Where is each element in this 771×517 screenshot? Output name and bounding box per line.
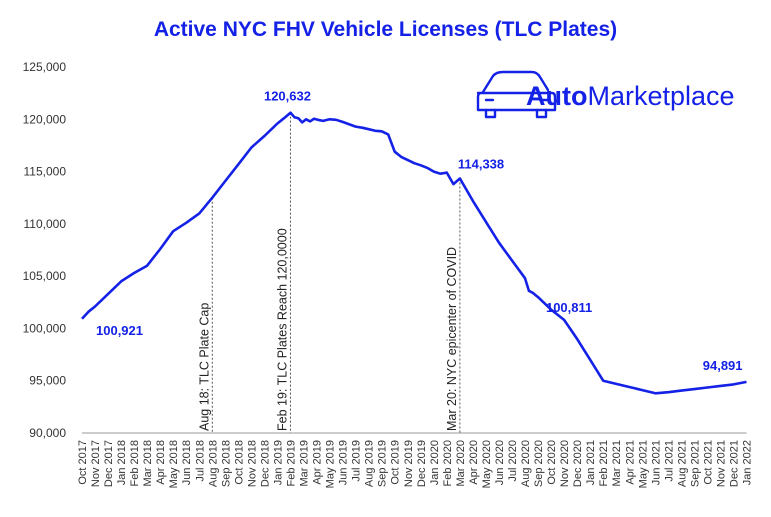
x-tick-label: Apr 2021 [624, 440, 636, 485]
x-tick-label: Jan 2022 [742, 440, 754, 485]
x-tick-label: Jun 2020 [494, 440, 506, 485]
x-tick-label: Nov 2021 [715, 440, 727, 487]
x-tick-label: Mar 2019 [299, 440, 311, 486]
x-tick-label: Aug 2018 [207, 440, 219, 487]
y-tick-label: 100,000 [23, 321, 67, 335]
data-label: 114,338 [458, 156, 504, 171]
x-tick-label: May 2019 [325, 440, 337, 488]
x-tick-label: Jun 2021 [650, 440, 662, 485]
data-label: 94,891 [703, 358, 743, 373]
x-tick-label: Aug 2021 [676, 440, 688, 487]
x-tick-label: Jan 2019 [272, 440, 284, 485]
x-tick-label: Sep 2021 [689, 440, 701, 487]
x-tick-label: Mar 2020 [455, 440, 467, 486]
x-tick-label: Apr 2019 [312, 440, 324, 485]
x-tick-label: Aug 2020 [520, 440, 532, 487]
x-tick-label: Dec 2020 [572, 440, 584, 487]
x-tick-label: Oct 2018 [233, 440, 245, 485]
x-tick-label: Oct 2021 [702, 440, 714, 485]
x-tick-label: May 2021 [637, 440, 649, 488]
logo-text: AutoMarketplace [526, 81, 735, 111]
y-tick-label: 90,000 [29, 426, 66, 440]
x-tick-label: Mar 2018 [142, 440, 154, 486]
data-label: 120,632 [264, 89, 311, 104]
x-tick-label: Dec 2019 [416, 440, 428, 487]
x-tick-label: Apr 2018 [155, 440, 167, 485]
x-tick-label: Nov 2019 [403, 440, 415, 487]
y-tick-label: 95,000 [29, 374, 66, 388]
x-tick-label: Jun 2018 [181, 440, 193, 485]
x-tick-label: Oct 2017 [77, 440, 89, 485]
x-tick-label: Feb 2020 [442, 440, 454, 486]
x-tick-label: Nov 2018 [246, 440, 258, 487]
x-tick-label: Jul 2020 [507, 440, 519, 482]
automarketplace-logo: AutoMarketplace [476, 70, 735, 119]
logo-text-regular: Marketplace [587, 81, 734, 111]
x-tick-label: Oct 2020 [546, 440, 558, 485]
x-tick-label: Nov 2020 [559, 440, 571, 487]
x-tick-label: Sep 2018 [220, 440, 232, 487]
x-tick-label: Sep 2020 [533, 440, 545, 487]
x-tick-label: Nov 2017 [90, 440, 102, 487]
x-tick-label: May 2020 [481, 440, 493, 488]
x-tick-label: Jan 2020 [429, 440, 441, 485]
series-line [81, 111, 747, 395]
annotations: Aug 18: TLC Plate Cap Feb 19: TLC Plates … [197, 112, 461, 433]
x-tick-label: Dec 2018 [259, 440, 271, 487]
logo-text-bold: Auto [526, 81, 587, 111]
x-tick-label: Apr 2020 [468, 440, 480, 485]
x-tick-label: Sep 2019 [377, 440, 389, 487]
data-label: 100,811 [546, 300, 592, 315]
x-tick-label: Aug 2019 [364, 440, 376, 487]
x-tick-label: Feb 2019 [285, 440, 297, 486]
x-tick-label: Jan 2018 [116, 440, 128, 485]
data-label: 100,921 [96, 323, 143, 338]
data-labels: 100,921 120,632 114,338 100,811 94,891 [96, 89, 743, 373]
x-tick-label: Mar 2021 [611, 440, 623, 486]
chart-title: Active NYC FHV Vehicle Licenses (TLC Pla… [153, 18, 618, 41]
series [81, 111, 747, 395]
x-tick-label: Jul 2018 [194, 440, 206, 482]
x-tick-label: Oct 2019 [390, 440, 402, 485]
x-tick-label: Feb 2021 [598, 440, 610, 486]
car-icon [476, 70, 557, 119]
annotation-label: Feb 19: TLC Plates Reach 120,0000 [275, 228, 289, 431]
x-tick-label: Jul 2021 [663, 440, 675, 482]
y-tick-label: 105,000 [23, 269, 67, 283]
x-tick-label: Jun 2019 [338, 440, 350, 485]
x-tick-label: Dec 2017 [103, 440, 115, 487]
y-axis: 90,000 95,000 100,000 105,000 110,000 115,000… [23, 60, 67, 440]
y-tick-label: 125,000 [23, 60, 67, 74]
x-tick-label: Dec 2021 [729, 440, 741, 487]
y-tick-label: 115,000 [24, 165, 67, 179]
y-tick-label: 110,000 [24, 217, 67, 231]
y-tick-label: 120,000 [23, 112, 67, 126]
x-tick-label: Jul 2019 [351, 440, 363, 482]
x-tick-label: May 2018 [168, 440, 180, 488]
annotation-label: Mar 20: NYC epicenter of COVID [445, 247, 459, 431]
x-tick-label: Feb 2018 [129, 440, 141, 486]
annotation-label: Aug 18: TLC Plate Cap [197, 303, 211, 431]
x-axis: Oct 2017 Nov 2017 Dec 2017 Jan 2018 Feb 2018… [77, 432, 754, 488]
x-tick-label: Jan 2021 [585, 440, 597, 485]
